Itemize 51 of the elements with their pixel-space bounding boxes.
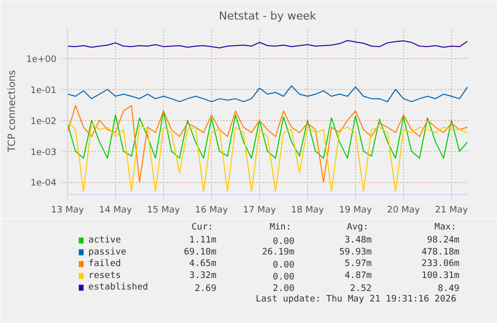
line-series — [68, 110, 468, 159]
line-series — [68, 105, 468, 183]
text: 2.52 — [350, 284, 372, 294]
text: 478.18m — [422, 247, 460, 258]
y-axis-title: TCP connections — [7, 70, 18, 154]
line-series — [68, 120, 468, 192]
chart-title: Netstat - by week — [218, 10, 317, 22]
text: Min: — [270, 222, 292, 232]
text: 233.06m — [422, 259, 460, 270]
y-tick-label: 1e-02 — [30, 116, 57, 127]
legend-label: established — [88, 282, 148, 293]
y-tick-label: 1e-03 — [30, 148, 57, 158]
text: 98.24m — [426, 236, 460, 246]
x-tick-label: 18 May — [291, 206, 325, 216]
legend-label: failed — [88, 259, 121, 270]
legend-label: active — [88, 236, 121, 246]
text: 2.69 — [194, 284, 216, 294]
y-tick-label: 1e+00 — [26, 54, 57, 65]
text: 1.11m — [189, 236, 216, 246]
text: Avg: — [346, 222, 369, 232]
x-tick-label: 13 May — [51, 206, 85, 216]
text: 0.00 — [272, 272, 294, 282]
x-tick-label: 20 May — [387, 206, 421, 216]
text: 2.00 — [272, 284, 294, 294]
text: 59.93m — [339, 247, 372, 258]
text: 3.32m — [189, 270, 216, 281]
text: 5.97m — [344, 259, 372, 270]
legend-label: passive — [88, 247, 126, 258]
text: 0.00 — [272, 237, 294, 247]
text: 69.10m — [184, 247, 216, 258]
x-tick-label: 19 May — [339, 206, 373, 216]
text: 0.00 — [272, 260, 294, 271]
x-tick-label: 15 May — [147, 206, 181, 216]
x-tick-label: 14 May — [99, 206, 133, 216]
y-tick-label: 1e-04 — [30, 178, 57, 189]
x-tick-label: 17 May — [243, 206, 277, 216]
text: Last update: Thu May 21 19:31:16 2026 — [256, 294, 456, 304]
text: 8.49 — [438, 284, 460, 294]
text: 100.31m — [422, 270, 460, 281]
text: 4.65m — [189, 259, 216, 270]
text: 26.19m — [262, 247, 294, 258]
line-series — [68, 85, 468, 102]
text: Max: — [434, 222, 456, 232]
x-tick-label: 16 May — [195, 206, 229, 216]
y-tick-label: 1e-01 — [30, 86, 57, 96]
text: 3.48m — [344, 236, 372, 246]
x-tick-label: 21 May — [435, 206, 469, 216]
text: 4.87m — [344, 270, 372, 281]
legend-label: resets — [88, 270, 121, 281]
text: Cur: — [192, 222, 214, 232]
line-series — [68, 40, 468, 48]
